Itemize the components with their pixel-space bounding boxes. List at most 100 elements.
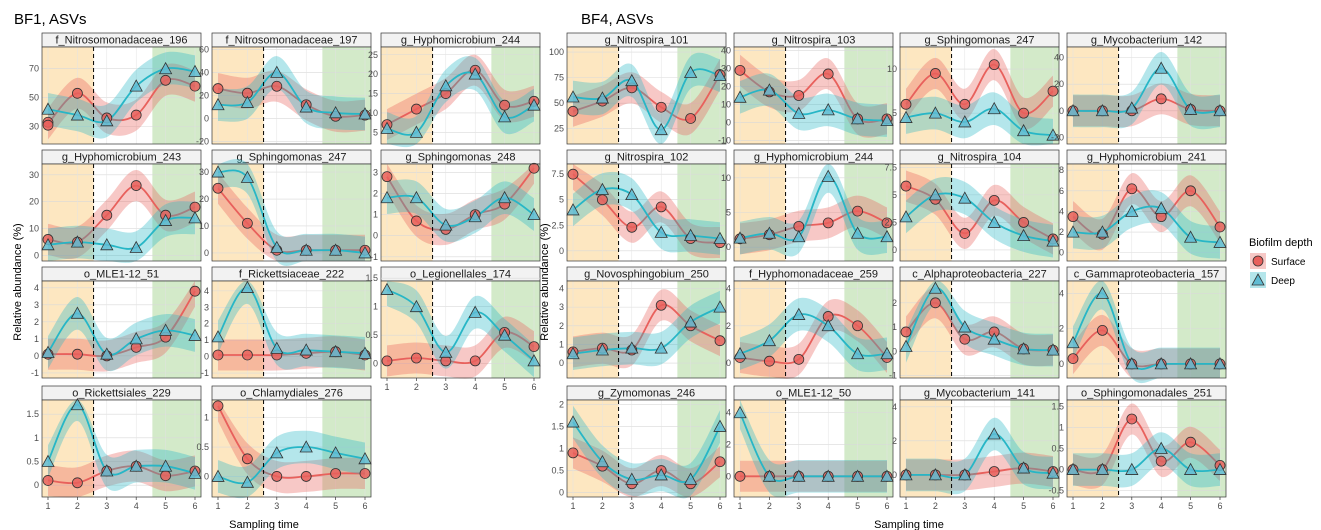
y-tick-label: -0.5: [1048, 486, 1064, 496]
surface-confidence-band: [218, 70, 365, 133]
surface-data-point: [271, 80, 283, 92]
surface-data-point: [685, 113, 696, 124]
deep-data-point: [1183, 357, 1198, 370]
y-tick-label: 4: [1059, 288, 1064, 298]
deep-data-point: [1183, 230, 1198, 243]
facet-title: g_Mycobacterium_141: [924, 388, 1035, 400]
y-tick-label: -1: [889, 371, 897, 381]
surface-confidence-band: [387, 54, 534, 141]
deep-data-point: [595, 454, 610, 468]
deep-data-point: [958, 320, 972, 333]
surface-data-point: [160, 470, 172, 482]
facet-title: g_Hyphomicrobium_243: [62, 152, 181, 164]
facet-title: f_Nitrosomonadaceae_196: [55, 35, 187, 47]
late-phase-shade: [677, 281, 726, 378]
deep-confidence-band: [906, 177, 1053, 258]
surface-data-point: [655, 299, 667, 311]
y-tick-label: 10: [368, 108, 378, 118]
deep-data-point: [654, 341, 668, 354]
facet-title: g_Nitrospira_102: [605, 152, 689, 164]
x-tick-label: 6: [717, 501, 722, 511]
y-tick-label: 5: [559, 195, 564, 205]
deep-data-point: [439, 345, 453, 358]
deep-data-point: [1095, 462, 1110, 475]
surface-data-point: [900, 326, 912, 338]
deep-confidence-band: [740, 163, 887, 257]
x-tick-label: 5: [333, 501, 338, 511]
deep-data-point: [792, 469, 806, 482]
facet-title: g_Mycobacterium_142: [1091, 35, 1202, 47]
deep-data-point: [625, 73, 639, 87]
left-y-axis-label: Relative abundance (%): [12, 223, 24, 340]
deep-data-point: [41, 237, 55, 251]
y-tick-label: -1: [370, 252, 378, 262]
late-phase-shade: [152, 281, 201, 378]
surface-data-point: [189, 285, 201, 297]
surface-data-point: [959, 98, 971, 110]
left-panel-group-title: BF1, ASVs: [14, 11, 87, 28]
surface-data-point: [1155, 455, 1167, 467]
deep-data-point: [211, 469, 225, 482]
y-tick-label: 3: [204, 302, 209, 312]
facet-title: g_Sphingomonas_248: [405, 152, 515, 164]
deep-data-point: [240, 95, 255, 108]
y-tick-label: 0: [34, 351, 39, 361]
right-panel-group-title: BF4, ASVs: [581, 11, 654, 28]
surface-confidence-band: [906, 49, 1053, 130]
plot-border: [733, 280, 894, 379]
plot-border: [41, 163, 202, 262]
plot-border: [566, 399, 727, 498]
facet-panel: o_Legionellales_174 0 0.5 1 1.5 1 2 3 4 5 6: [365, 266, 541, 392]
y-tick-label: 40: [199, 67, 209, 77]
deep-data-point: [899, 339, 913, 352]
deep-data-point: [1095, 103, 1110, 117]
deep-data-point: [713, 419, 727, 432]
deep-confidence-band: [740, 400, 887, 498]
plot-border: [211, 46, 372, 145]
y-tick-label: 1.5: [365, 273, 378, 283]
deep-data-point: [899, 468, 913, 481]
deep-data-point: [595, 182, 610, 195]
y-tick-label: 20: [29, 197, 39, 207]
surface-data-point: [410, 352, 422, 364]
surface-data-point: [822, 68, 834, 80]
y-tick-label: 1: [892, 322, 897, 332]
facet-title: o_Legionellales_174: [410, 269, 511, 281]
deep-data-point: [409, 125, 424, 138]
deep-data-point: [439, 218, 453, 231]
facet-title: g_Nitrospira_101: [605, 35, 689, 47]
x-tick-label: 3: [962, 501, 967, 511]
y-tick-label: 0: [34, 480, 39, 490]
deep-data-point: [188, 466, 202, 479]
facet-title: o_Sphingomonadales_251: [1081, 388, 1212, 400]
deep-data-point: [270, 240, 284, 253]
surface-data-point: [160, 74, 172, 86]
surface-data-point: [212, 349, 224, 361]
deep-data-point: [1154, 441, 1168, 454]
late-phase-shade: [322, 164, 371, 261]
deep-data-point: [1213, 357, 1227, 370]
facet-title: g_Hyphomicrobium_244: [754, 152, 873, 164]
y-tick-label: 0: [892, 470, 897, 480]
y-tick-label: 75: [554, 73, 564, 83]
facet-title: f_Hyphomonadaceae_259: [749, 269, 878, 281]
deep-data-point: [1046, 466, 1060, 479]
x-tick-label: 5: [163, 501, 168, 511]
deep-data-point: [299, 343, 313, 356]
y-tick-label: 30: [29, 170, 39, 180]
surface-data-point: [959, 228, 971, 239]
x-tick-label: 3: [796, 501, 801, 511]
facet-panel: g_Sphingomonas_247 0 10 20 30: [199, 149, 372, 266]
x-tick-label: 6: [884, 501, 889, 511]
deep-data-point: [762, 226, 777, 239]
deep-data-point: [1016, 461, 1031, 474]
deep-data-point: [1016, 123, 1031, 137]
legend-key-surface-marker: [1252, 255, 1264, 267]
y-tick-label: 2.5: [884, 217, 897, 227]
deep-data-point: [70, 235, 85, 248]
facet-panels: f_Nitrosomonadaceae_196305070f_Nitrosomo…: [26, 32, 1227, 511]
surface-data-point: [410, 103, 422, 115]
y-tick-label: -20: [196, 137, 209, 147]
deep-data-point: [380, 282, 394, 295]
surface-confidence-band: [218, 400, 365, 494]
